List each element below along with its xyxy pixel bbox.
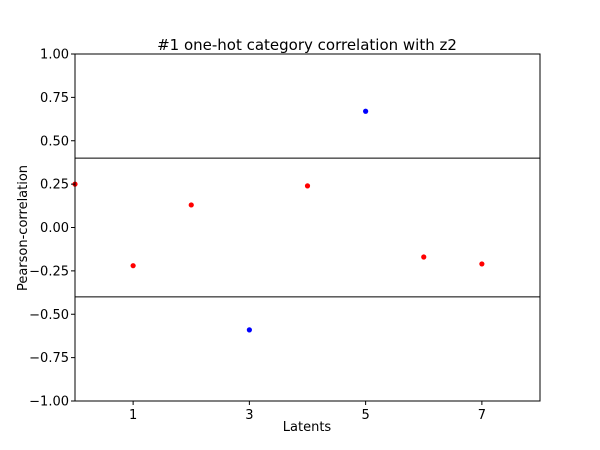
y-axis-label: Pearson-correlation [16,165,31,291]
x-tick-label-3: 7 [478,408,486,423]
data-point-2 [188,202,194,208]
data-point-1 [130,263,136,269]
data-point-6 [421,254,427,260]
y-tick-label-7: −0.75 [29,351,69,366]
y-tick-label-1: 0.75 [40,91,69,106]
y-tick-label-2: 0.50 [40,134,69,149]
chart-title: #1 one-hot category correlation with z2 [157,36,457,54]
y-tick-label-5: −0.25 [29,264,69,279]
x-axis-label: Latents [283,420,332,435]
y-tick-label-4: 0.00 [40,221,69,236]
axis-ticks: 1.00 0.75 0.50 0.25 0.00 −0.25 −0.50 −0.75 −1.00… [29,48,486,424]
x-tick-label-0: 1 [129,408,137,423]
data-point-4 [304,183,311,189]
data-point-3 [246,327,252,333]
x-tick-label-1: 3 [245,408,253,423]
plot-area [72,108,540,333]
x-tick-label-2: 5 [361,408,369,423]
y-tick-label-3: 0.25 [40,178,69,193]
y-tick-label-6: −0.50 [29,308,69,323]
y-tick-label-0: 1.00 [40,48,69,63]
y-tick-label-8: −1.00 [29,395,69,410]
data-point-7 [479,261,485,267]
data-point-5 [363,108,369,114]
plot-frame [74,53,541,402]
